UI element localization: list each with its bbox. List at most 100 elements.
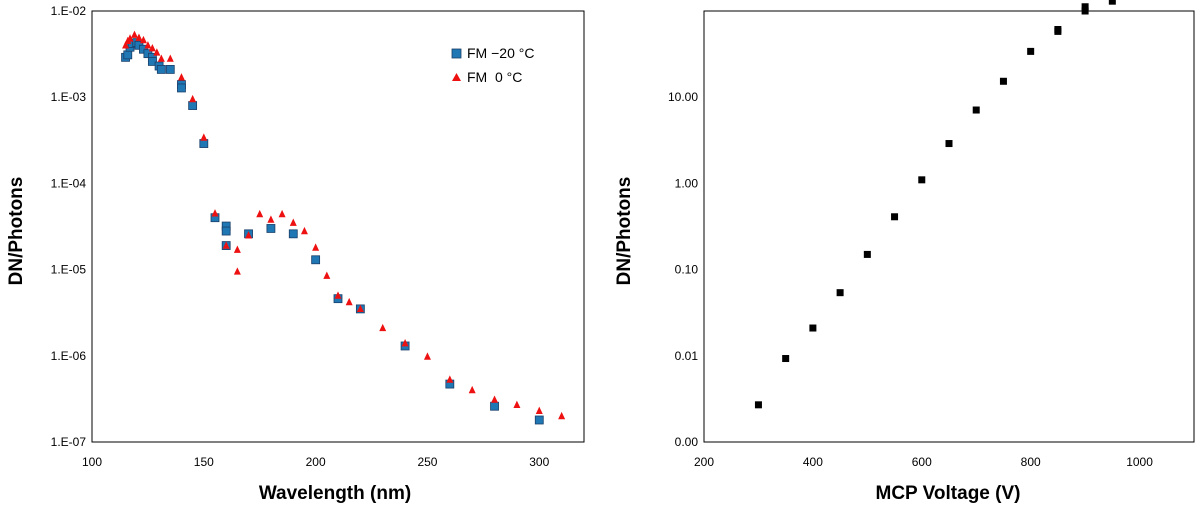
- y-tick-label: 1.E-02: [51, 4, 87, 18]
- data-point-fm-0: [491, 395, 499, 403]
- data-point-mcp: [863, 250, 871, 258]
- data-point-mcp: [782, 355, 790, 363]
- x-axis-title: MCP Voltage (V): [876, 483, 1021, 504]
- legend: FM −20 °C FM 0 °C: [451, 45, 534, 85]
- x-tick-label: 200: [306, 455, 326, 469]
- data-point-fm-0: [401, 339, 409, 347]
- data-point-mcp: [1108, 0, 1116, 5]
- data-point-fm-0: [535, 406, 543, 414]
- x-tick-label: 250: [417, 455, 437, 469]
- data-point-fm-minus20: [165, 65, 175, 74]
- data-point-fm-minus20: [188, 101, 198, 110]
- data-point-fm-0: [323, 271, 331, 279]
- legend-marker-fm-0: [452, 73, 461, 81]
- data-point-fm-0: [245, 231, 253, 239]
- data-point-fm-0: [278, 209, 286, 218]
- x-tick-label: 800: [1021, 455, 1041, 469]
- data-point-fm-0: [468, 385, 476, 394]
- x-tick-labels: 100 150 200 250 300: [82, 455, 550, 469]
- y-tick-label: 0.00: [675, 435, 699, 449]
- data-point-fm-0: [222, 241, 230, 249]
- data-point-mcp: [1081, 3, 1089, 11]
- x-tick-label: 200: [694, 455, 714, 469]
- data-point-fm-minus20: [221, 226, 231, 236]
- data-point-mcp: [754, 401, 762, 409]
- data-point-fm-0: [211, 209, 219, 217]
- y-tick-label: 10.00: [668, 90, 698, 104]
- legend-marker-fm-minus20: [451, 48, 462, 59]
- data-point-fm-0: [144, 41, 152, 49]
- data-point-mcp: [891, 213, 899, 221]
- data-point-fm-0: [126, 34, 134, 42]
- data-point-fm-minus20: [534, 415, 544, 425]
- data-point-fm-0: [233, 245, 241, 253]
- data-point-fm-minus20: [490, 401, 499, 411]
- data-point-fm-0: [312, 243, 320, 251]
- data-point-fm-0: [130, 30, 138, 38]
- data-point-fm-minus20: [288, 229, 298, 239]
- y-tick-label: 1.E-03: [51, 90, 87, 104]
- data-point-fm-0: [345, 297, 353, 306]
- plot-area-frame: [91, 10, 585, 443]
- data-point-fm-minus20: [311, 255, 321, 265]
- mcp-voltage-chart: 0.00 0.01 0.10 1.00 10.00 200 400 600 800 1000 M…: [614, 0, 1195, 504]
- data-point-fm-minus20: [266, 224, 276, 233]
- y-tick-label: 1.E-07: [51, 435, 87, 449]
- data-point-fm-0: [122, 41, 130, 49]
- data-point-fm-0: [334, 291, 342, 299]
- data-point-fm-0: [558, 411, 566, 420]
- data-point-mcp: [972, 106, 980, 114]
- x-tick-label: 100: [82, 455, 102, 469]
- x-tick-label: 1000: [1126, 455, 1153, 469]
- y-tick-label: 1.00: [675, 176, 699, 190]
- data-point-mcp: [809, 324, 817, 332]
- data-point-fm-minus20: [147, 57, 157, 66]
- y-tick-label: 0.10: [675, 263, 699, 277]
- data-point-fm-0: [446, 375, 454, 383]
- data-point-fm-0: [513, 400, 521, 408]
- data-point-mcp: [1027, 47, 1035, 55]
- data-point-fm-0: [135, 33, 143, 41]
- y-axis-title: DN/Photons: [614, 177, 635, 286]
- data-point-fm-minus20: [139, 44, 148, 54]
- data-point-fm-minus20: [199, 139, 209, 148]
- y-tick-label: 1.E-06: [51, 349, 87, 363]
- data-point-fm-0: [289, 218, 297, 226]
- y-tick-label: 1.E-05: [51, 263, 87, 277]
- data-point-mcp: [1081, 7, 1089, 15]
- data-point-mcp: [999, 77, 1007, 85]
- y-tick-labels: 0.00 0.01 0.10 1.00 10.00: [668, 90, 698, 449]
- x-tick-label: 600: [912, 455, 932, 469]
- data-points: [121, 30, 566, 425]
- data-point-fm-0: [356, 304, 364, 313]
- data-point-fm-0: [139, 35, 147, 44]
- data-point-fm-minus20: [156, 65, 166, 74]
- data-point-fm-0: [157, 54, 165, 62]
- x-axis-title: Wavelength (nm): [259, 483, 411, 504]
- data-point-mcp: [945, 140, 953, 148]
- y-tick-label: 1.E-04: [51, 176, 87, 190]
- legend-label-fm-0: FM 0 °C: [467, 69, 522, 85]
- data-point-fm-0: [233, 267, 241, 275]
- data-point-fm-0: [267, 215, 275, 223]
- y-tick-label: 0.01: [675, 349, 699, 363]
- data-point-fm-0: [177, 73, 185, 81]
- data-point-fm-0: [153, 48, 161, 56]
- data-points: [754, 0, 1116, 409]
- data-point-fm-0: [300, 226, 308, 235]
- legend-label-fm-minus20: FM −20 °C: [467, 45, 534, 61]
- y-tick-labels: 1.E-07 1.E-06 1.E-05 1.E-04 1.E-03 1.E-02: [51, 4, 87, 449]
- data-point-mcp: [918, 176, 926, 184]
- data-point-fm-0: [166, 54, 174, 62]
- data-point-mcp: [1054, 26, 1062, 34]
- plot-area-frame: [703, 10, 1195, 443]
- data-point-fm-0: [189, 94, 197, 103]
- data-point-mcp: [836, 289, 844, 297]
- data-point-fm-0: [256, 209, 264, 218]
- data-point-fm-0: [379, 323, 387, 332]
- data-point-fm-minus20: [123, 50, 133, 60]
- x-tick-label: 300: [529, 455, 549, 469]
- x-tick-label: 400: [803, 455, 823, 469]
- data-point-fm-0: [200, 133, 208, 141]
